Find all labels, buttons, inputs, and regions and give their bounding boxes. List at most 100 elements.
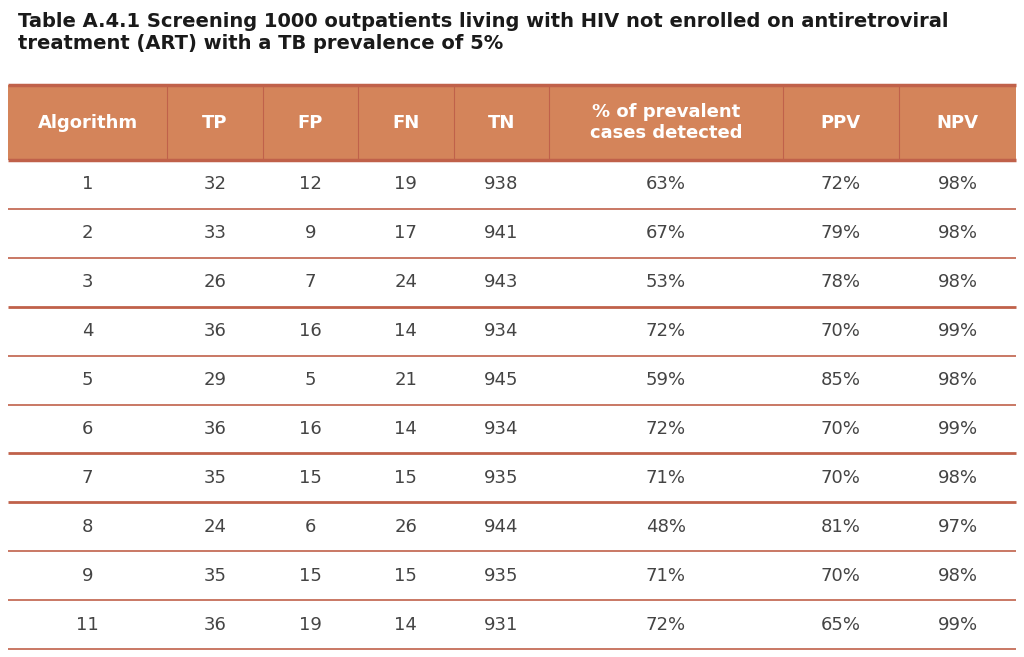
- Text: 15: 15: [299, 469, 322, 487]
- Text: 99%: 99%: [938, 420, 978, 438]
- Text: 79%: 79%: [821, 224, 861, 242]
- Text: 81%: 81%: [821, 518, 861, 535]
- Text: 14: 14: [394, 616, 418, 633]
- Bar: [8, 160, 1016, 209]
- Text: 9: 9: [82, 566, 93, 585]
- Text: 16: 16: [299, 420, 322, 438]
- Text: 26: 26: [204, 273, 226, 291]
- Text: 59%: 59%: [646, 371, 686, 389]
- Text: 934: 934: [484, 420, 518, 438]
- Text: 1: 1: [82, 175, 93, 193]
- Text: 72%: 72%: [646, 420, 686, 438]
- Text: 99%: 99%: [938, 616, 978, 633]
- Text: TP: TP: [202, 114, 227, 131]
- Text: FN: FN: [392, 114, 420, 131]
- Text: 6: 6: [305, 518, 316, 535]
- Text: 70%: 70%: [821, 322, 861, 340]
- Text: treatment (ART) with a TB prevalence of 5%: treatment (ART) with a TB prevalence of …: [18, 34, 503, 53]
- Text: 36: 36: [204, 616, 226, 633]
- Text: 16: 16: [299, 322, 322, 340]
- Text: NPV: NPV: [937, 114, 979, 131]
- Text: 70%: 70%: [821, 469, 861, 487]
- Text: TN: TN: [487, 114, 515, 131]
- Text: 53%: 53%: [646, 273, 686, 291]
- Text: 35: 35: [204, 566, 226, 585]
- Text: 26: 26: [394, 518, 418, 535]
- Text: FP: FP: [298, 114, 324, 131]
- Bar: [8, 551, 1016, 600]
- Text: 931: 931: [484, 616, 518, 633]
- Text: 70%: 70%: [821, 566, 861, 585]
- Text: 98%: 98%: [938, 566, 978, 585]
- Text: 78%: 78%: [821, 273, 861, 291]
- Text: 32: 32: [204, 175, 226, 193]
- Bar: [8, 355, 1016, 405]
- Bar: [8, 258, 1016, 307]
- Text: 15: 15: [394, 566, 418, 585]
- Text: 71%: 71%: [646, 469, 686, 487]
- Text: Table A.4.1 Screening 1000 outpatients living with HIV not enrolled on antiretro: Table A.4.1 Screening 1000 outpatients l…: [18, 12, 948, 31]
- Text: 98%: 98%: [938, 371, 978, 389]
- Text: 5: 5: [82, 371, 93, 389]
- Text: 72%: 72%: [646, 616, 686, 633]
- Bar: [8, 209, 1016, 258]
- Text: 945: 945: [484, 371, 518, 389]
- Text: 17: 17: [394, 224, 418, 242]
- Text: 4: 4: [82, 322, 93, 340]
- Text: 98%: 98%: [938, 175, 978, 193]
- Text: 24: 24: [204, 518, 226, 535]
- Bar: [8, 600, 1016, 649]
- Text: 935: 935: [484, 566, 518, 585]
- Text: 6: 6: [82, 420, 93, 438]
- Text: 7: 7: [82, 469, 93, 487]
- Text: 99%: 99%: [938, 322, 978, 340]
- Text: % of prevalent
cases detected: % of prevalent cases detected: [590, 103, 742, 142]
- Text: 944: 944: [484, 518, 518, 535]
- Text: 11: 11: [76, 616, 99, 633]
- Text: 65%: 65%: [821, 616, 861, 633]
- Bar: [8, 503, 1016, 551]
- Text: 9: 9: [305, 224, 316, 242]
- Text: 3: 3: [82, 273, 93, 291]
- Text: PPV: PPV: [821, 114, 861, 131]
- Text: 21: 21: [394, 371, 418, 389]
- Text: 35: 35: [204, 469, 226, 487]
- Text: 19: 19: [394, 175, 418, 193]
- Bar: [8, 85, 1016, 160]
- Text: 36: 36: [204, 420, 226, 438]
- Text: 5: 5: [305, 371, 316, 389]
- Text: 85%: 85%: [821, 371, 861, 389]
- Text: 935: 935: [484, 469, 518, 487]
- Bar: [8, 405, 1016, 453]
- Text: 943: 943: [484, 273, 518, 291]
- Text: 71%: 71%: [646, 566, 686, 585]
- Text: Algorithm: Algorithm: [38, 114, 137, 131]
- Text: 72%: 72%: [821, 175, 861, 193]
- Text: 19: 19: [299, 616, 322, 633]
- Text: 938: 938: [484, 175, 518, 193]
- Text: 48%: 48%: [646, 518, 686, 535]
- Text: 63%: 63%: [646, 175, 686, 193]
- Text: 24: 24: [394, 273, 418, 291]
- Text: 934: 934: [484, 322, 518, 340]
- Text: 70%: 70%: [821, 420, 861, 438]
- Text: 14: 14: [394, 322, 418, 340]
- Text: 98%: 98%: [938, 469, 978, 487]
- Text: 12: 12: [299, 175, 322, 193]
- Text: 8: 8: [82, 518, 93, 535]
- Text: 14: 14: [394, 420, 418, 438]
- Text: 2: 2: [82, 224, 93, 242]
- Text: 97%: 97%: [938, 518, 978, 535]
- Text: 29: 29: [204, 371, 226, 389]
- Text: 15: 15: [394, 469, 418, 487]
- Text: 33: 33: [204, 224, 226, 242]
- Bar: [8, 453, 1016, 503]
- Text: 941: 941: [484, 224, 518, 242]
- Text: 98%: 98%: [938, 273, 978, 291]
- Text: 15: 15: [299, 566, 322, 585]
- Bar: [8, 307, 1016, 355]
- Text: 67%: 67%: [646, 224, 686, 242]
- Text: 36: 36: [204, 322, 226, 340]
- Text: 98%: 98%: [938, 224, 978, 242]
- Text: 7: 7: [305, 273, 316, 291]
